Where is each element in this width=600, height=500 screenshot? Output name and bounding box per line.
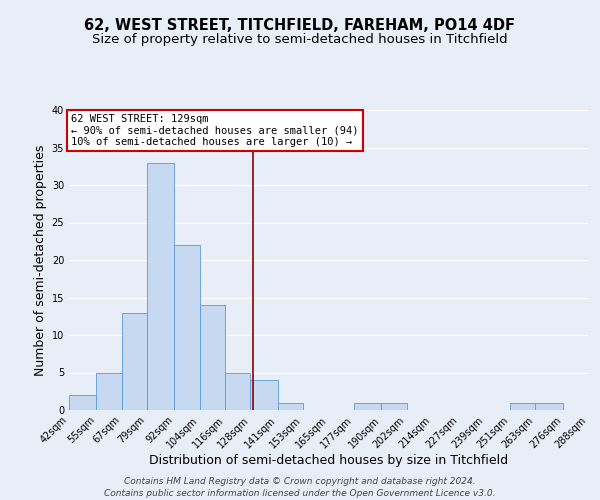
Bar bbox=[69, 395, 97, 410]
Bar bbox=[122, 312, 147, 410]
Bar bbox=[535, 402, 563, 410]
Text: Size of property relative to semi-detached houses in Titchfield: Size of property relative to semi-detach… bbox=[92, 32, 508, 46]
Bar bbox=[381, 402, 407, 410]
Bar bbox=[147, 162, 175, 410]
Bar bbox=[588, 402, 600, 410]
Bar bbox=[175, 245, 200, 410]
Bar bbox=[225, 372, 250, 410]
Bar bbox=[510, 402, 535, 410]
Text: 62 WEST STREET: 129sqm
← 90% of semi-detached houses are smaller (94)
10% of sem: 62 WEST STREET: 129sqm ← 90% of semi-det… bbox=[71, 114, 359, 147]
Bar bbox=[97, 372, 122, 410]
Bar bbox=[354, 402, 381, 410]
Bar bbox=[200, 305, 225, 410]
Text: 62, WEST STREET, TITCHFIELD, FAREHAM, PO14 4DF: 62, WEST STREET, TITCHFIELD, FAREHAM, PO… bbox=[85, 18, 515, 32]
Y-axis label: Number of semi-detached properties: Number of semi-detached properties bbox=[34, 144, 47, 376]
Bar bbox=[278, 402, 303, 410]
X-axis label: Distribution of semi-detached houses by size in Titchfield: Distribution of semi-detached houses by … bbox=[149, 454, 508, 467]
Bar bbox=[250, 380, 278, 410]
Text: Contains HM Land Registry data © Crown copyright and database right 2024.
Contai: Contains HM Land Registry data © Crown c… bbox=[104, 476, 496, 498]
